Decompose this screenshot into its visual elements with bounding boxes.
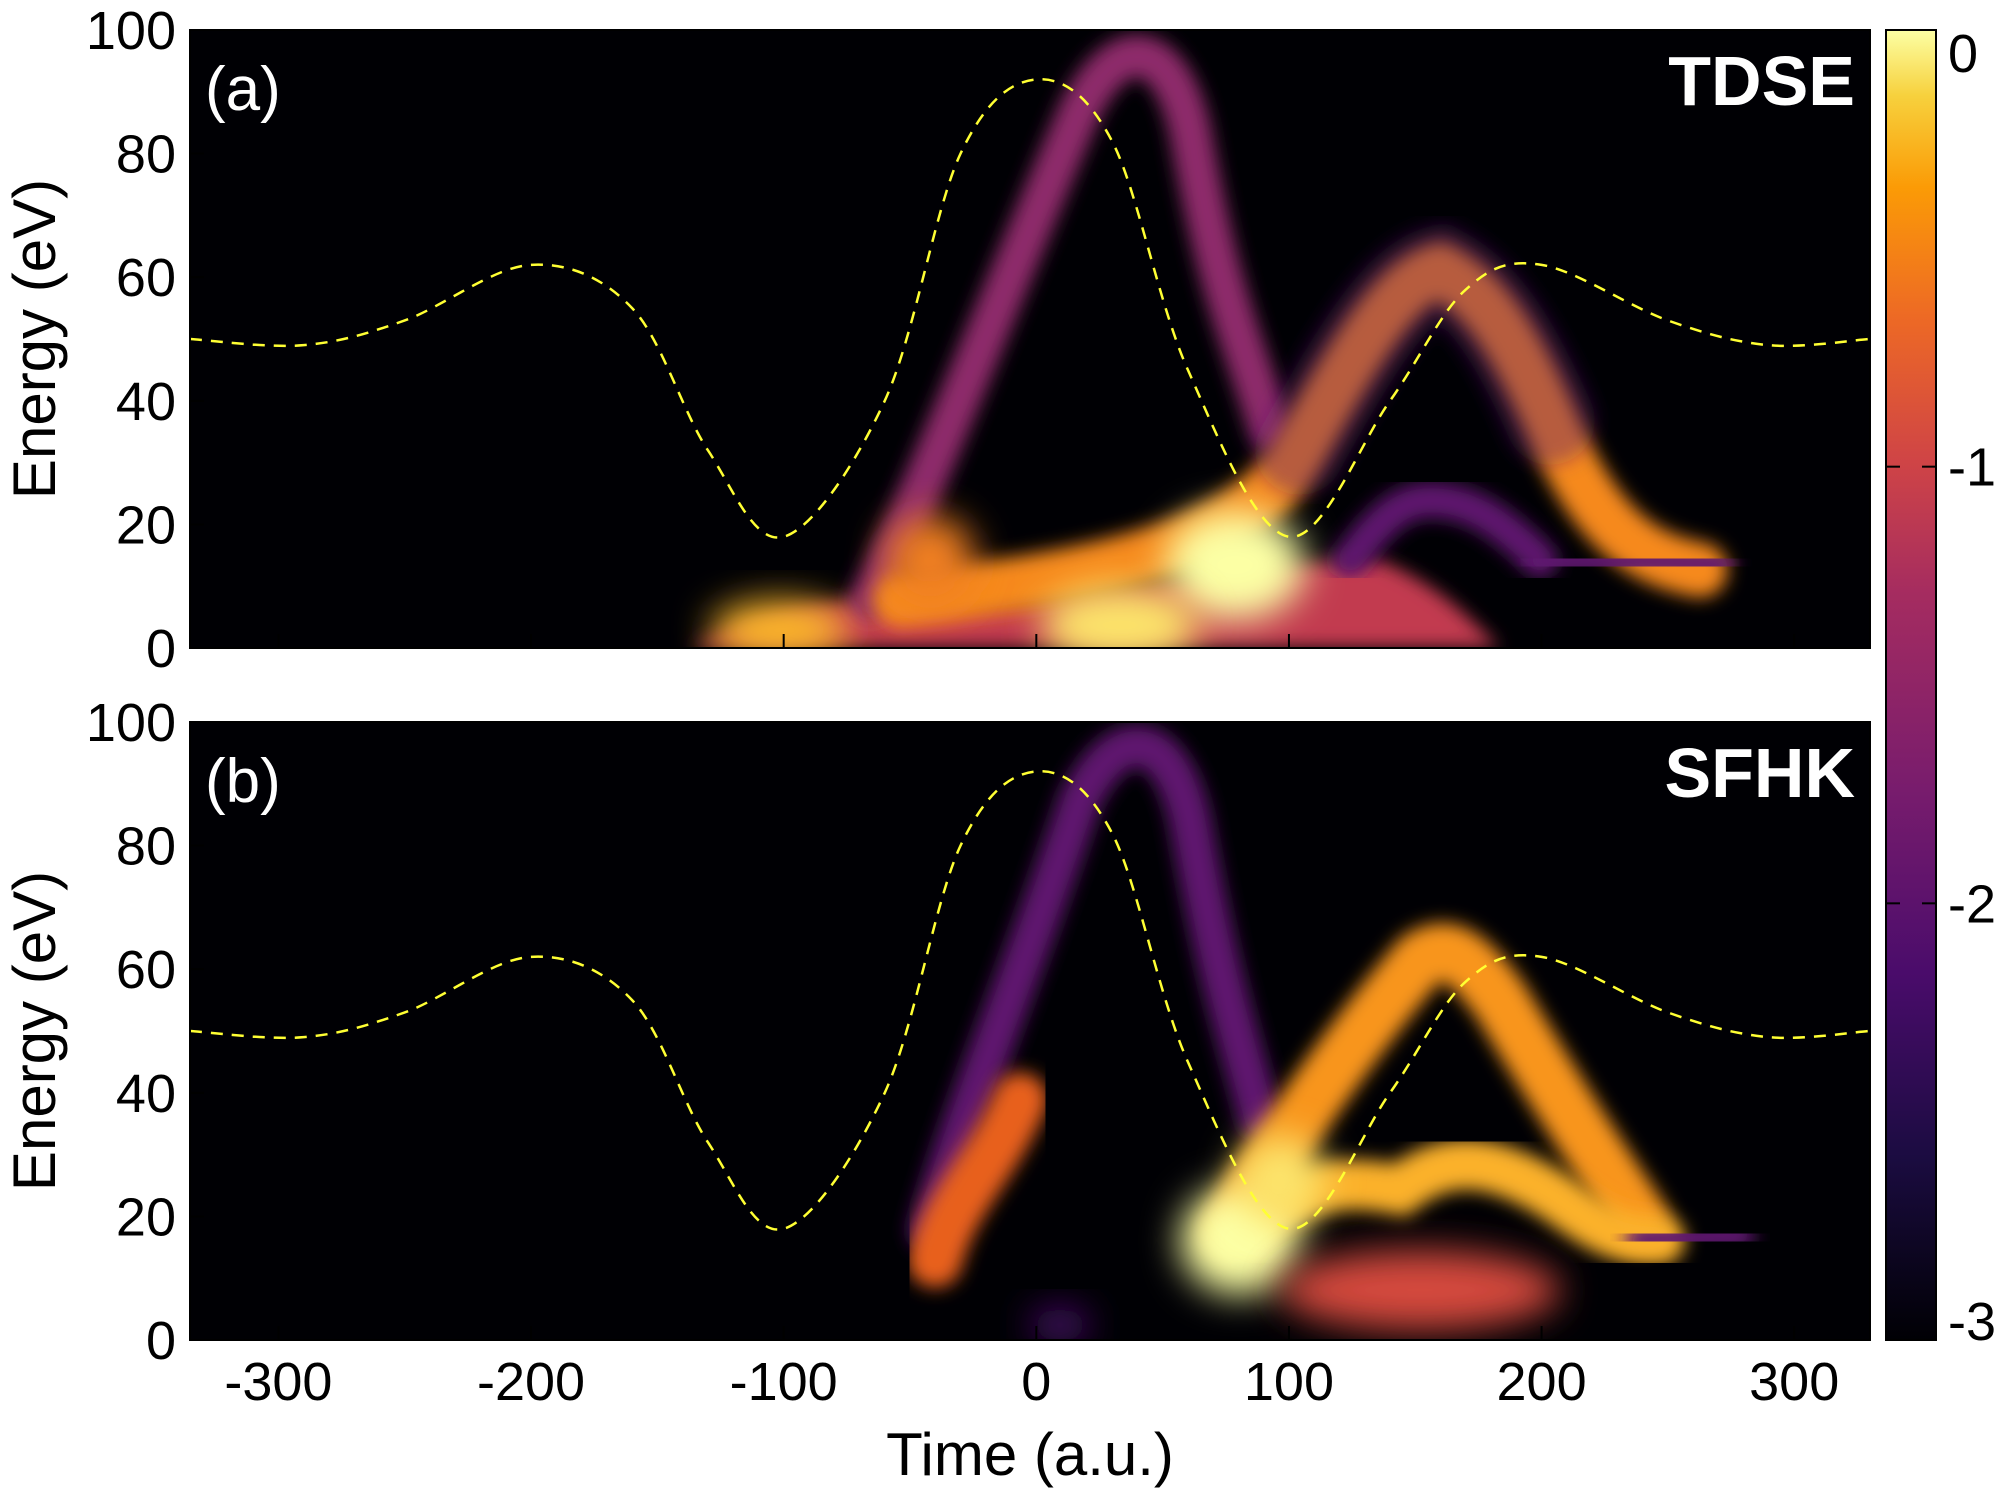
y-tick-label-b-4: 80 xyxy=(116,817,176,877)
y-ticks-b: 0 20 40 60 80 100 xyxy=(86,693,204,1371)
tail-b xyxy=(1625,1220,1755,1255)
panel-label-a: (a) xyxy=(205,55,281,124)
x-axis-title: Time (a.u.) xyxy=(886,1421,1174,1488)
y-tick-label-b-3: 60 xyxy=(116,940,176,1000)
y-tick-label-b-1: 20 xyxy=(116,1187,176,1247)
y-axis-title-a: Energy (eV) xyxy=(1,179,68,499)
method-label-b: SFHK xyxy=(1664,734,1855,812)
field-curve-a xyxy=(190,78,1870,539)
y-tick-label-a-5: 100 xyxy=(86,1,176,61)
x-ticks-a xyxy=(277,634,1796,648)
arc-b-high xyxy=(909,724,1281,1251)
blob-b-2 xyxy=(1235,1135,1325,1225)
panel-label-b: (b) xyxy=(205,747,281,816)
panel-a: (a) TDSE 0 20 40 60 80 100 Energy (eV) xyxy=(1,1,1871,679)
x-tick-label-3: 0 xyxy=(1021,1352,1051,1412)
blob-a-4 xyxy=(885,515,975,605)
y-axis-title-b: Energy (eV) xyxy=(1,871,68,1191)
method-label-a: TDSE xyxy=(1668,42,1855,120)
y-tick-label-a-4: 80 xyxy=(116,125,176,185)
frame-a xyxy=(189,29,1871,649)
y-tick-label-a-2: 40 xyxy=(116,372,176,432)
arc-a-high xyxy=(849,34,1291,621)
y-tick-label-a-1: 20 xyxy=(116,495,176,555)
y-tick-label-a-0: 0 xyxy=(146,619,176,679)
y-tick-label-b-2: 40 xyxy=(116,1064,176,1124)
blob-a-1 xyxy=(1165,510,1305,620)
field-curve-b xyxy=(190,770,1870,1231)
blob-a-2 xyxy=(1040,585,1200,648)
panel-b: (b) SFHK 0 20 40 60 80 100 -300 -200 -100 0 100 20… xyxy=(1,693,1871,1412)
arc-b-left xyxy=(907,1072,1048,1288)
y-tick-label-b-5: 100 xyxy=(86,693,176,753)
arc-b-mid xyxy=(1201,923,1669,1259)
x-tick-label-6: 300 xyxy=(1749,1352,1839,1412)
plot-area-a xyxy=(190,30,1870,648)
y-tick-label-b-0: 0 xyxy=(146,1311,176,1371)
x-tick-label-5: 200 xyxy=(1497,1352,1587,1412)
blob-b-3 xyxy=(1280,1250,1560,1330)
tail-a xyxy=(1525,545,1735,580)
x-tick-label-0: -300 xyxy=(224,1352,332,1412)
arc-a-low xyxy=(1332,481,1558,578)
cb-tick-label-2: -2 xyxy=(1948,874,1996,934)
cb-tick-label-1: -1 xyxy=(1948,438,1996,498)
frame-b xyxy=(189,721,1871,1341)
cb-tick-label-3: -3 xyxy=(1948,1292,1996,1352)
colorbar-gradient xyxy=(1885,29,1937,1341)
x-ticks-b: -300 -200 -100 0 100 200 300 xyxy=(224,1326,1839,1412)
x-tick-label-4: 100 xyxy=(1244,1352,1334,1412)
heatmap-a xyxy=(690,34,1735,648)
blob-b-4 xyxy=(1030,1307,1090,1340)
y-tick-label-a-3: 60 xyxy=(116,248,176,308)
heatmap-b xyxy=(907,724,1755,1340)
y-ticks-a: 0 20 40 60 80 100 xyxy=(86,1,204,679)
x-tick-label-1: -200 xyxy=(477,1352,585,1412)
x-tick-label-2: -100 xyxy=(730,1352,838,1412)
colorbar-ticks: 0 -1 -2 -3 xyxy=(1886,24,1996,1352)
colorbar: 0 -1 -2 -3 xyxy=(1885,24,1996,1352)
blob-a-3 xyxy=(710,600,850,648)
cb-tick-label-0: 0 xyxy=(1948,24,1978,84)
arc-a-mid-edge xyxy=(1255,222,1595,495)
